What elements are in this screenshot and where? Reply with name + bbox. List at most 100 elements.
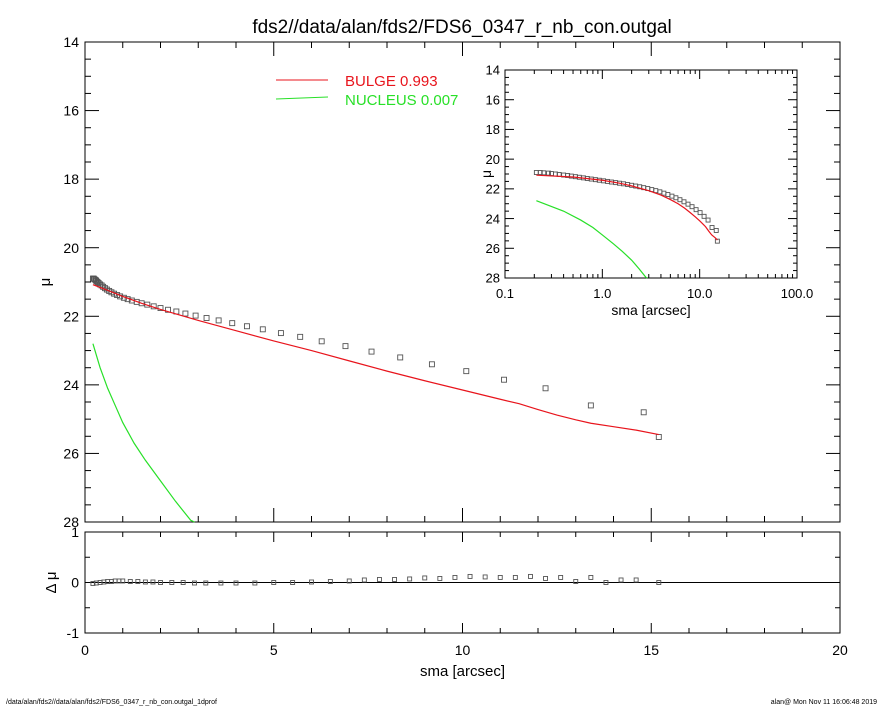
data-point (428, 361, 435, 368)
data-point (603, 580, 609, 585)
data-point (543, 576, 548, 581)
data-point (656, 580, 662, 585)
data-point (138, 300, 145, 307)
data-point (182, 310, 189, 317)
main-series-nucleus-line (92, 343, 195, 523)
legend-label: NUCLEUS 0.007 (345, 92, 458, 109)
data-point (192, 580, 197, 586)
main-series-bulge (92, 284, 659, 436)
data-point (297, 333, 304, 340)
main-ytick-label: 26 (63, 445, 79, 461)
data-point (655, 434, 662, 440)
data-point (633, 577, 639, 583)
data-point (135, 579, 141, 584)
resid-ytick-label: -1 (67, 625, 80, 641)
data-point (588, 575, 594, 580)
resid-xtick-label: 5 (270, 642, 278, 658)
data-point (618, 577, 624, 583)
main-ytick-label: 28 (63, 514, 79, 530)
main-ytick-label: 14 (63, 34, 79, 50)
inset-ytick-label: 26 (486, 241, 500, 256)
inset-ytick-label: 16 (486, 92, 500, 107)
data-point (215, 317, 222, 324)
resid-xtick-label: 10 (455, 642, 471, 658)
resid-xtick-label: 15 (643, 642, 659, 658)
data-point (542, 385, 549, 392)
inset-ylabel: μ (478, 170, 494, 178)
inset-background (505, 70, 797, 278)
data-point (573, 579, 579, 584)
data-point (546, 170, 551, 176)
data-point (512, 575, 518, 580)
inset-series-1 (536, 174, 718, 241)
data-point (127, 579, 133, 584)
data-point (368, 348, 375, 355)
data-point (229, 320, 236, 327)
data-point (327, 579, 333, 584)
data-point (142, 579, 148, 585)
data-point (713, 228, 719, 233)
main-ytick-label: 16 (63, 103, 79, 119)
main-series-0 (89, 275, 662, 440)
inset-ytick-label: 28 (486, 271, 500, 286)
data-point (165, 306, 172, 313)
data-point (346, 578, 352, 584)
data-point (701, 213, 707, 219)
data-point (243, 323, 250, 330)
resid-xlabel: sma [arcsec] (420, 663, 505, 680)
data-point (501, 376, 507, 383)
data-point (271, 580, 277, 585)
data-point (120, 578, 126, 584)
data-point (252, 580, 258, 586)
data-point (587, 402, 594, 409)
main-series-bulge-line (92, 284, 659, 436)
legend-swatch (275, 96, 329, 100)
inset-ytick-label: 22 (486, 182, 500, 197)
data-point (203, 315, 210, 321)
data-point (437, 576, 443, 581)
data-point (541, 170, 547, 176)
resid-series-0 (90, 573, 662, 586)
data-point (392, 577, 397, 582)
data-point (218, 580, 224, 586)
data-point (342, 343, 349, 350)
inset-ytick-label: 18 (486, 122, 500, 137)
data-point (397, 354, 404, 361)
data-point (452, 575, 458, 580)
inset-xtick-label: 10.0 (687, 286, 712, 301)
data-point (361, 577, 367, 583)
footer-file-path: /data/alan/fds2//data/alan/fds2/FDS6_034… (6, 699, 217, 706)
main-series-nucleus (92, 343, 195, 523)
data-point (640, 409, 647, 416)
data-point (693, 207, 699, 213)
resid-ytick-label: 0 (71, 575, 79, 591)
data-point (259, 326, 266, 333)
inset-xtick-label: 1.0 (593, 286, 611, 301)
inset-xtick-label: 100.0 (781, 286, 814, 301)
data-point (309, 579, 314, 585)
data-point (377, 577, 382, 582)
data-point (537, 170, 543, 175)
chart-title: fds2//data/alan/fds2/FDS6_0347_r_nb_con.… (252, 17, 671, 38)
resid-ylabel: Δ μ (43, 571, 60, 593)
data-point (277, 330, 284, 337)
main-ytick-label: 24 (63, 377, 79, 393)
main-ylabel: μ (37, 278, 54, 287)
data-point (528, 573, 533, 579)
data-point (318, 338, 325, 345)
main-axes: 14 16 18 20 22 24 26 28 (63, 34, 841, 530)
main-ytick-label: 22 (63, 308, 79, 324)
data-point (203, 580, 209, 586)
data-point (290, 580, 296, 585)
inset-ytick-label: 20 (486, 152, 500, 167)
resid-ytick-label: 1 (71, 524, 79, 540)
data-point (709, 225, 715, 230)
data-point (463, 368, 470, 375)
data-point (497, 575, 503, 580)
data-point (482, 574, 488, 580)
inset-series-1-line (536, 174, 718, 241)
data-point (685, 201, 691, 207)
data-point (169, 580, 175, 585)
data-point (407, 576, 413, 582)
